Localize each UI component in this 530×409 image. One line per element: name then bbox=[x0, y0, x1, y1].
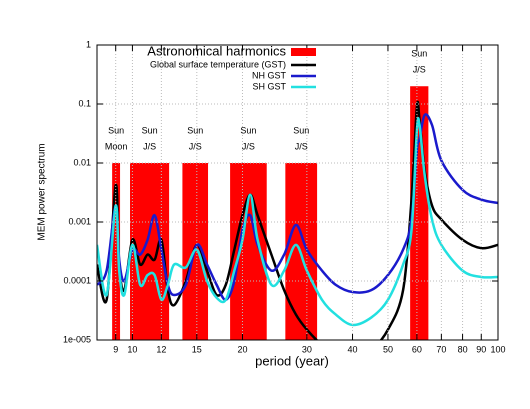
x-axis-label: period (year) bbox=[255, 353, 329, 368]
band-label: Moon bbox=[105, 141, 128, 151]
y-tick-label: 0.01 bbox=[73, 157, 91, 167]
x-tick-label: 90 bbox=[476, 344, 486, 354]
x-tick-label: 9 bbox=[113, 344, 118, 354]
x-tick-label: 60 bbox=[412, 344, 422, 354]
x-tick-label: 30 bbox=[302, 344, 312, 354]
harmonic-band bbox=[112, 163, 121, 340]
x-tick-label: 15 bbox=[192, 344, 202, 354]
band-label: J/S bbox=[295, 141, 308, 151]
band-label: Sun bbox=[411, 49, 427, 59]
band-label: Sun bbox=[142, 125, 158, 135]
band-label: Sun bbox=[240, 125, 256, 135]
legend-label: SH GST bbox=[252, 81, 286, 91]
legend-label: Astronomical harmonics bbox=[147, 43, 286, 58]
x-tick-label: 10 bbox=[127, 344, 137, 354]
plot-area bbox=[97, 86, 498, 340]
x-tick-label: 40 bbox=[348, 344, 358, 354]
x-tick-label: 70 bbox=[436, 344, 446, 354]
band-label: J/S bbox=[242, 141, 255, 151]
series-line bbox=[97, 113, 498, 302]
legend-label: NH GST bbox=[252, 70, 287, 80]
x-tick-label: 20 bbox=[237, 344, 247, 354]
y-tick-label: 1e-005 bbox=[63, 334, 91, 344]
band-label: J/S bbox=[143, 141, 156, 151]
band-label: Sun bbox=[293, 125, 309, 135]
band-label: J/S bbox=[189, 141, 202, 151]
x-tick-label: 12 bbox=[156, 344, 166, 354]
x-tick-label: 50 bbox=[383, 344, 393, 354]
legend-label: Global surface temperature (GST) bbox=[150, 59, 286, 69]
y-tick-label: 0.0001 bbox=[63, 275, 91, 285]
y-tick-label: 0.001 bbox=[68, 216, 91, 226]
band-label: Sun bbox=[108, 125, 124, 135]
band-label: J/S bbox=[413, 65, 426, 75]
plot-frame bbox=[96, 44, 499, 341]
y-tick-label: 0.1 bbox=[78, 98, 91, 108]
series-line bbox=[97, 117, 498, 327]
legend-swatch bbox=[291, 48, 316, 56]
y-axis-label: MEM power spectrum bbox=[37, 143, 48, 240]
band-label: Sun bbox=[187, 125, 203, 135]
x-tick-label: 80 bbox=[458, 344, 468, 354]
x-tick-label: 100 bbox=[490, 344, 505, 354]
y-tick-label: 1 bbox=[86, 39, 91, 49]
